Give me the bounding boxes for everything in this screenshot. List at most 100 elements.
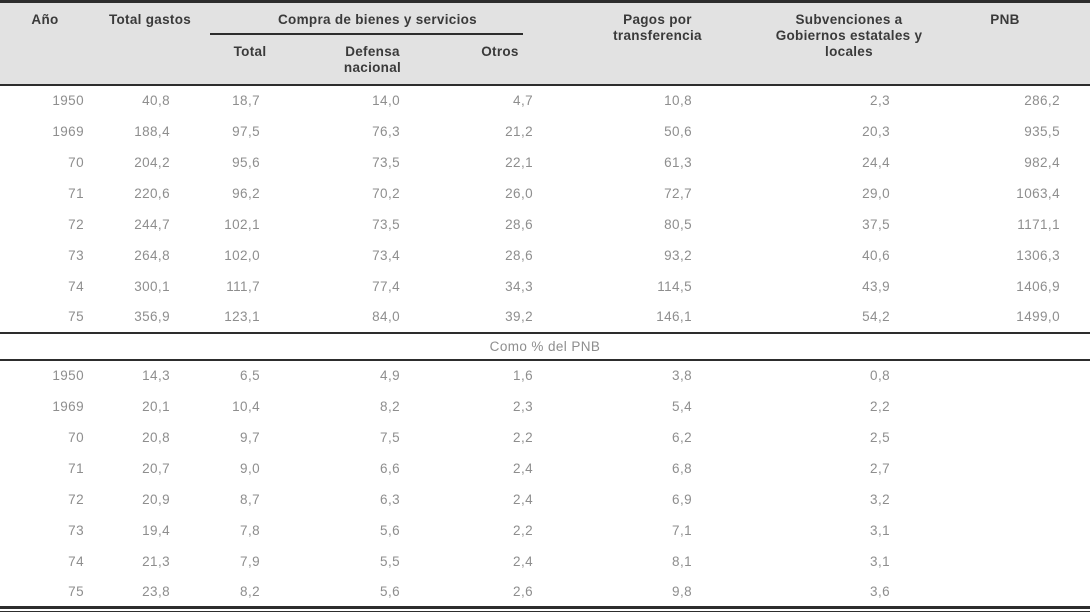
table-cell: 21,3	[142, 553, 170, 569]
table-cell: 20,8	[142, 429, 170, 445]
table-cell: 73,5	[372, 154, 400, 170]
table-cell: 76,3	[372, 123, 400, 139]
table-cell: 3,6	[870, 583, 890, 599]
table-row: 75 356,9 123,1 84,0 39,2 146,1 54,2 1499,0	[0, 302, 1090, 333]
table-cell: 14,3	[142, 368, 170, 383]
table-cell: 72	[68, 491, 84, 507]
table-cell: 1306,3	[1016, 247, 1060, 263]
table-cell	[920, 453, 1090, 484]
table-cell: 1950	[52, 93, 84, 108]
table-cell: 5,5	[380, 553, 400, 569]
table-cell: 3,1	[870, 522, 890, 538]
table-row: 71 220,6 96,2 70,2 26,0 72,7 29,0 1063,4	[0, 178, 1090, 209]
table-cell: 10,4	[232, 398, 260, 414]
table-cell: 9,8	[672, 583, 692, 599]
table-header: Año Total gastos Compra de bienes y serv…	[0, 1, 1090, 86]
table-cell: 21,2	[505, 123, 533, 139]
table-cell: 7,5	[380, 429, 400, 445]
column-header-pnb-label: PNB	[990, 12, 1020, 27]
table-cell: 286,2	[1024, 93, 1060, 108]
table-cell: 70	[68, 429, 84, 445]
table-row: 1969 188,4 97,5 76,3 21,2 50,6 20,3 935,5	[0, 116, 1090, 147]
table-cell: 6,5	[240, 368, 260, 383]
column-header-pagos: Pagos por transferencia	[545, 1, 770, 86]
table-cell: 23,8	[142, 583, 170, 599]
table-cell: 18,7	[232, 93, 260, 108]
divider-row: Como % del PNB	[0, 331, 1090, 361]
table-cell	[920, 484, 1090, 515]
header-row-groups: Año Total gastos Compra de bienes y serv…	[0, 1, 1090, 86]
table-cell: 20,3	[862, 123, 890, 139]
column-header-otros-label: Otros	[481, 43, 519, 59]
table-cell: 80,5	[664, 216, 692, 232]
table-row: 70 204,2 95,6 73,5 22,1 61,3 24,4 982,4	[0, 147, 1090, 178]
table-row: 71 20,7 9,0 6,6 2,4 6,8 2,7	[0, 453, 1090, 484]
table-cell: 73,4	[372, 247, 400, 263]
table-cell: 19,4	[142, 522, 170, 538]
table-cell: 74	[68, 278, 84, 294]
table-cell: 2,4	[513, 460, 533, 476]
column-header-pagos-label: Pagos por transferencia	[613, 12, 702, 43]
table-cell: 6,3	[380, 491, 400, 507]
table-cell: 43,9	[862, 278, 890, 294]
table-cell: 220,6	[134, 185, 170, 201]
table-cell: 70	[68, 154, 84, 170]
table-cell: 73	[68, 247, 84, 263]
table-cell	[920, 515, 1090, 546]
table-cell: 264,8	[134, 247, 170, 263]
header-row-subcolumns: Total Defensa nacional Otros	[0, 34, 1090, 86]
table-cell: 8,7	[240, 491, 260, 507]
table-cell: 1063,4	[1016, 185, 1060, 201]
table-cell: 84,0	[372, 309, 400, 324]
table-cell	[920, 546, 1090, 577]
table-cell: 70,2	[372, 185, 400, 201]
table-cell: 935,5	[1024, 123, 1060, 139]
table-cell: 244,7	[134, 216, 170, 232]
table-cell: 20,1	[142, 398, 170, 414]
table-cell: 77,4	[372, 278, 400, 294]
table-cell: 28,6	[505, 247, 533, 263]
table-cell: 1171,1	[1017, 216, 1060, 232]
column-header-defensa-label: Defensa nacional	[343, 43, 402, 75]
table-cell: 2,3	[513, 398, 533, 414]
table-cell: 6,9	[672, 491, 692, 507]
table-cell: 10,8	[664, 93, 692, 108]
table-cell: 7,8	[240, 522, 260, 538]
table-cell: 2,2	[513, 522, 533, 538]
table-cell: 96,2	[232, 185, 260, 201]
table-cell: 97,5	[232, 123, 260, 139]
table-cell: 39,2	[505, 309, 533, 324]
table-cell: 4,9	[380, 368, 400, 383]
column-header-ano-label: Año	[31, 12, 59, 27]
table-cell: 93,2	[664, 247, 692, 263]
column-header-defensa: Defensa nacional	[290, 34, 455, 86]
table-row: 1969 20,1 10,4 8,2 2,3 5,4 2,2	[0, 391, 1090, 422]
table-cell: 24,4	[862, 154, 890, 170]
table-cell: 6,6	[380, 460, 400, 476]
table-cell: 34,3	[505, 278, 533, 294]
table-cell: 7,1	[672, 522, 692, 538]
column-header-subvenciones-label: Subvenciones a Gobiernos estatales y loc…	[775, 12, 923, 59]
table-row: 73 19,4 7,8 5,6 2,2 7,1 3,1	[0, 515, 1090, 546]
table-cell: 123,1	[224, 309, 260, 324]
table-cell: 74	[68, 553, 84, 569]
table-cell: 7,9	[240, 553, 260, 569]
table-cell: 6,8	[672, 460, 692, 476]
table-cell: 26,0	[505, 185, 533, 201]
table-cell: 2,3	[870, 93, 890, 108]
column-header-otros: Otros	[455, 34, 545, 86]
table-row: 75 23,8 8,2 5,6 2,6 9,8 3,6	[0, 577, 1090, 608]
table-cell: 71	[68, 460, 84, 476]
table-cell: 9,0	[240, 460, 260, 476]
table-cell: 8,2	[240, 583, 260, 599]
table-cell	[920, 391, 1090, 422]
table-cell: 37,5	[862, 216, 890, 232]
table-cell: 8,2	[380, 398, 400, 414]
table-cell: 29,0	[862, 185, 890, 201]
table-cell	[920, 422, 1090, 453]
table-row: 73 264,8 102,0 73,4 28,6 93,2 40,6 1306,3	[0, 240, 1090, 271]
table-cell: 28,6	[505, 216, 533, 232]
table-cell: 3,8	[672, 368, 692, 383]
